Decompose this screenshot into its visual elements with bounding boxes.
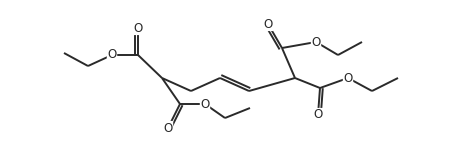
Text: O: O [344, 71, 353, 84]
Text: O: O [133, 22, 142, 35]
Text: O: O [263, 17, 273, 30]
Text: O: O [313, 108, 322, 122]
Text: O: O [311, 35, 321, 49]
Text: O: O [164, 122, 173, 135]
Text: O: O [107, 49, 117, 62]
Text: O: O [201, 97, 210, 111]
